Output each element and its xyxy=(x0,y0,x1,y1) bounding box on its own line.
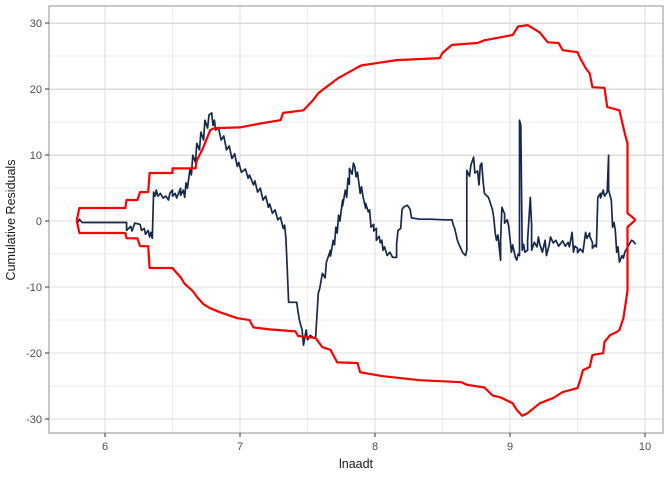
x-tick-labels: 6 7 8 9 10 xyxy=(102,441,651,453)
panel-border xyxy=(48,5,664,434)
chart-series xyxy=(75,24,637,417)
series-line-envelope-lower xyxy=(75,218,637,417)
series-line-envelope-upper xyxy=(75,24,637,221)
x-tick-label-9: 9 xyxy=(507,441,513,453)
x-axis-title: lnaadt xyxy=(339,457,374,471)
y-tick-label--20: -20 xyxy=(26,348,42,360)
series-line-cumulative-residual-process xyxy=(77,112,637,347)
x-tick-label-6: 6 xyxy=(102,441,108,453)
y-tick-label-10: 10 xyxy=(30,150,42,162)
grid-minor-lines xyxy=(49,6,663,433)
x-tick-label-8: 8 xyxy=(372,441,378,453)
y-tick-label--30: -30 xyxy=(26,414,42,426)
axis-tick-marks xyxy=(45,22,646,437)
x-tick-label-10: 10 xyxy=(639,441,651,453)
y-tick-label-20: 20 xyxy=(30,84,42,96)
grid-major-lines xyxy=(49,6,663,433)
y-axis-title: Cumulative Residuals xyxy=(4,160,18,281)
y-tick-label-0: 0 xyxy=(36,216,42,228)
y-tick-labels: -30 -20 -10 0 10 20 30 xyxy=(26,18,42,426)
y-tick-label-30: 30 xyxy=(30,18,42,30)
y-tick-label--10: -10 xyxy=(26,282,42,294)
x-tick-label-7: 7 xyxy=(237,441,243,453)
